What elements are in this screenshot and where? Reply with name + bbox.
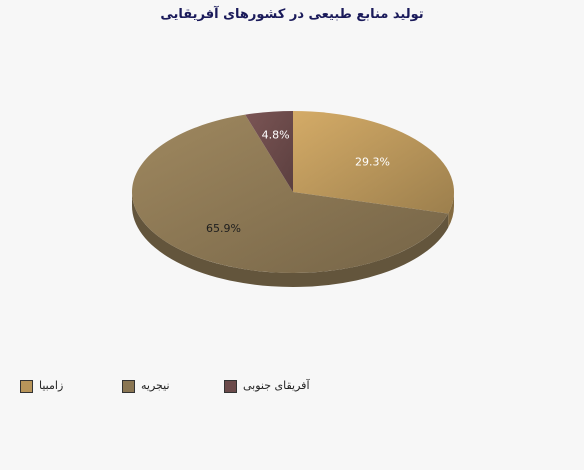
legend-label-nigeria: نیجریه — [141, 379, 170, 392]
legend-label-zambia: زامبیا — [39, 379, 64, 392]
legend-swatch-south-africa — [224, 380, 237, 393]
pie-data-label-2: 4.8% — [262, 128, 290, 141]
chart-title: تولید منابع طبیعی در کشورهای آفریقایی — [160, 7, 424, 22]
pie-data-label-0: 29.3% — [355, 156, 390, 169]
pie-top-layer — [132, 111, 454, 273]
pie-side-1 — [131, 192, 449, 288]
pie-slice-2[interactable] — [245, 111, 293, 192]
legend-label-south-africa: آفریقای جنوبی — [243, 379, 310, 392]
pie-depth-layer — [131, 192, 454, 288]
legend: زامبیا نیجریه آفریقای جنوبی — [20, 379, 560, 397]
legend-swatch-nigeria — [122, 380, 135, 393]
legend-swatch-zambia — [20, 380, 33, 393]
pie-slice-0[interactable] — [293, 111, 454, 214]
pie-label-layer: 29.3% 65.9% 4.8% — [206, 128, 390, 235]
pie-side-0 — [448, 192, 454, 228]
pie-data-label-1: 65.9% — [206, 222, 241, 235]
pie-slice-1[interactable] — [132, 114, 449, 273]
